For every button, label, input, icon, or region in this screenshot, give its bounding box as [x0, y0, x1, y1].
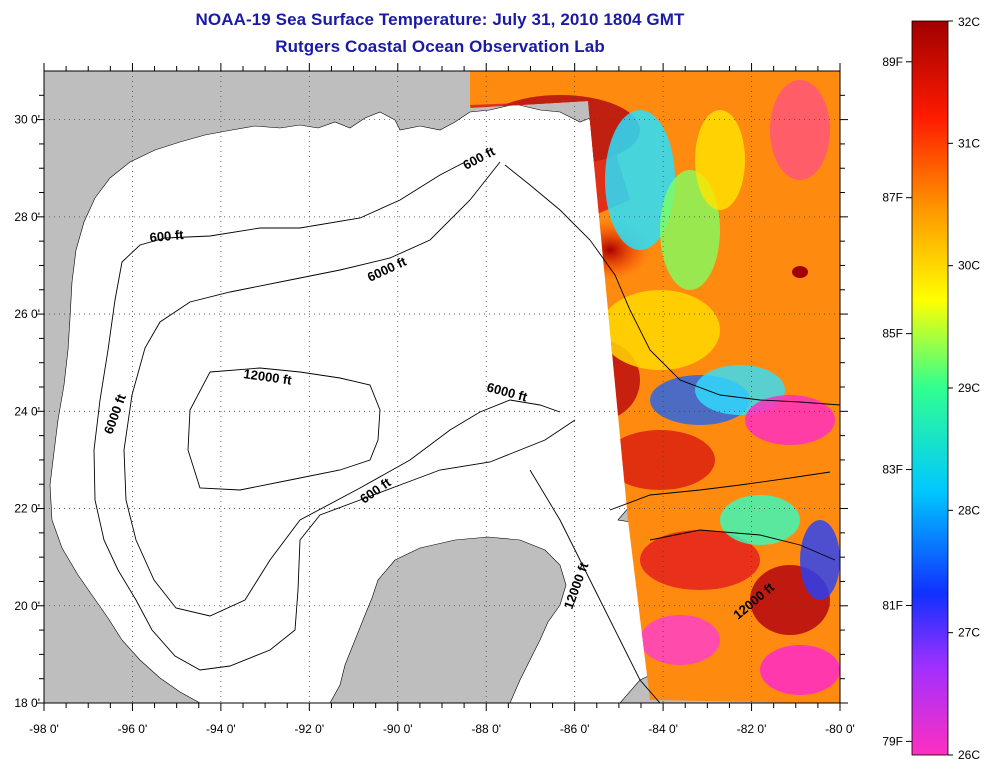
- land-yucatan: [329, 536, 567, 703]
- lon-tick-label: -92 0': [295, 722, 325, 736]
- lat-tick-label: 28 0': [14, 210, 40, 224]
- lon-tick-label: -98 0': [29, 722, 59, 736]
- colorbar-c-label: 31C: [958, 136, 980, 150]
- contour-12000ft-east: [529, 469, 661, 703]
- lon-tick-label: -82 0': [737, 722, 767, 736]
- colorbar-f-label: 87F: [882, 191, 903, 205]
- colorbar-c-label: 28C: [958, 503, 980, 517]
- lat-tick-label: 20 0': [14, 599, 40, 613]
- contour-label: 12000 ft: [243, 366, 294, 388]
- graticule: [44, 71, 840, 703]
- colorbar-gradient: [911, 20, 949, 756]
- colorbar-f-label: 81F: [882, 598, 903, 612]
- lat-tick-label: 24 0': [14, 404, 40, 418]
- colorbar-c-label: 26C: [958, 748, 980, 762]
- colorbar-f-label: 83F: [882, 463, 903, 477]
- lon-tick-label: -88 0': [471, 722, 501, 736]
- map-title: NOAA-19 Sea Surface Temperature: July 31…: [195, 10, 685, 29]
- contour-cuba-shelf: [609, 471, 831, 511]
- contour-600ft: [93, 161, 576, 671]
- land-us-coast: [44, 71, 601, 703]
- contour-label: 600 ft: [149, 227, 185, 245]
- colorbar: 32C 31C 30C 29C 28C 27C 26C 89F 87F 85F 83F 81F 79F: [882, 15, 980, 762]
- longitude-axis: -98 0' -96 0' -94 0' -92 0' -90 0' -88 0' -86 …: [29, 63, 855, 736]
- contour-florida-shelf: [504, 164, 840, 406]
- contour-6000ft: [123, 161, 561, 617]
- bathymetry-contours: [93, 161, 840, 703]
- latitude-axis: 30 0' 28 0' 26 0' 24 0' 22 0' 20 0' 18 0': [14, 94, 848, 710]
- colorbar-f-label: 79F: [882, 734, 903, 748]
- lat-tick-label: 26 0': [14, 307, 40, 321]
- contour-caribbean: [649, 529, 836, 561]
- colorbar-celsius-labels: 32C 31C 30C 29C 28C 27C 26C: [948, 15, 980, 762]
- colorbar-fahrenheit-labels: 89F 87F 85F 83F 81F 79F: [882, 55, 912, 748]
- lat-tick-label: 22 0': [14, 502, 40, 516]
- colorbar-f-label: 85F: [882, 327, 903, 341]
- lon-tick-label: -90 0': [383, 722, 413, 736]
- lon-tick-label: -84 0': [648, 722, 678, 736]
- colorbar-c-label: 29C: [958, 381, 980, 395]
- lon-tick-label: -86 0': [560, 722, 590, 736]
- colorbar-c-label: 32C: [958, 15, 980, 29]
- lon-tick-label: -96 0': [118, 722, 148, 736]
- lon-tick-label: -94 0': [206, 722, 236, 736]
- colorbar-c-label: 27C: [958, 626, 980, 640]
- map-subtitle: Rutgers Coastal Ocean Observation Lab: [275, 37, 605, 56]
- lat-tick-label: 30 0': [14, 113, 40, 127]
- contour-12000ft: [187, 367, 381, 491]
- lat-tick-label: 18 0': [14, 696, 40, 710]
- colorbar-c-label: 30C: [958, 259, 980, 273]
- colorbar-f-label: 89F: [882, 55, 903, 69]
- lon-tick-label: -80 0': [825, 722, 855, 736]
